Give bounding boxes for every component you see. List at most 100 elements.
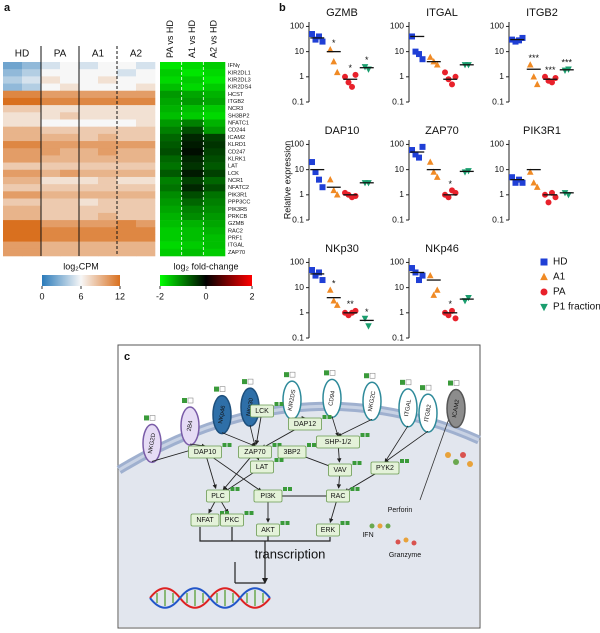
fold-cell (160, 112, 182, 120)
heatmap-cell (98, 69, 118, 77)
fold-cell (203, 184, 226, 192)
heatmap-cell (98, 97, 118, 106)
panel-letter: c (124, 351, 130, 363)
fold-cell (160, 191, 182, 199)
heatmap-cell (98, 76, 118, 84)
point (526, 61, 534, 68)
fold-cell (160, 62, 182, 70)
expression-icon (235, 487, 240, 491)
heatmap-cell (60, 169, 80, 178)
node (370, 461, 400, 475)
fold-cell (181, 133, 204, 142)
heatmap-cell (41, 169, 61, 178)
fold-cell (203, 241, 226, 250)
heatmap-cell (22, 133, 42, 142)
heatmap-cell (79, 148, 99, 156)
connector (331, 416, 339, 437)
heatmap-cell (98, 148, 118, 156)
y-tick-label: 1 (499, 189, 504, 199)
node-label: DAP12 (294, 421, 316, 428)
heatmap-cell (79, 198, 99, 207)
node (277, 445, 307, 459)
expression-icon (279, 458, 284, 462)
column-label: A2 vs HD (209, 19, 219, 58)
point (540, 288, 548, 296)
heatmap-cell (136, 191, 156, 199)
heatmap-cell (41, 227, 61, 235)
heatmap-cell (41, 69, 61, 77)
point (316, 269, 322, 276)
point (540, 272, 548, 281)
heatmap-cell (117, 184, 137, 192)
significance: * (365, 55, 369, 65)
heatmap-cell (79, 241, 99, 250)
heatmap-cell (136, 90, 156, 99)
fold-cell (203, 83, 226, 92)
expression-icon (280, 521, 285, 525)
point (552, 194, 559, 201)
expression-icon (274, 458, 279, 462)
node-label: PKC (225, 517, 239, 524)
connector (419, 409, 453, 501)
heatmap-cell (136, 155, 156, 163)
expression-icon (322, 415, 327, 419)
point (433, 286, 441, 293)
heatmap-cell (22, 169, 42, 178)
gene-label: IFNγ (228, 63, 240, 69)
gene-label: LCK (228, 171, 239, 177)
expression-icon (345, 521, 350, 525)
expression-icon (283, 487, 287, 491)
heatmap-cell (136, 133, 156, 142)
heatmap-cell (136, 227, 156, 235)
gene-label: KIR2DL3 (228, 77, 251, 83)
point (316, 176, 322, 183)
node (250, 460, 274, 474)
gene-label: ITGB2 (228, 99, 244, 105)
heatmap-cell (41, 241, 61, 250)
heatmap-cell (60, 141, 80, 149)
node-label: ZAP70 (244, 449, 266, 456)
plot-title: NKp30 (325, 243, 359, 255)
expression-icon (340, 521, 345, 525)
fold-cell (203, 105, 226, 113)
heatmap-cell (117, 162, 137, 171)
heatmap-cell (117, 97, 137, 106)
point (312, 272, 319, 279)
heatmap-cell (22, 162, 42, 171)
node-label: 3BP2 (283, 449, 300, 456)
point (426, 158, 434, 165)
heatmap-cell (41, 105, 61, 113)
heatmap-cell (117, 198, 137, 207)
fold-cell (181, 184, 204, 192)
node (190, 513, 220, 527)
point (430, 168, 438, 175)
heatmap-cell (79, 234, 99, 242)
fold-cell (160, 133, 182, 142)
expression-icon (182, 398, 187, 404)
heatmap-cell (60, 248, 80, 257)
colorbar (42, 275, 120, 286)
point (542, 73, 548, 80)
node (206, 489, 230, 503)
y-tick-label: 0.1 (292, 96, 304, 106)
secreted-dots (369, 452, 473, 546)
heatmap-cell (3, 234, 23, 242)
heatmap-cell (3, 69, 23, 77)
gene-label: SH3BP2 (228, 113, 249, 119)
heatmap-cell (22, 141, 42, 149)
point (452, 73, 459, 80)
point (319, 277, 326, 284)
receptor (418, 393, 438, 433)
node (328, 463, 352, 477)
fold-cell (160, 227, 182, 235)
heatmap-cell (60, 133, 80, 142)
point (416, 51, 422, 58)
heatmap-cell (3, 83, 23, 92)
point (512, 179, 519, 186)
heatmap-cell (3, 198, 23, 207)
gene-label: CD247 (228, 149, 245, 155)
expression-icon (448, 380, 453, 386)
heatmap-cell (79, 184, 99, 192)
colorbar-tick-label: 0 (203, 291, 208, 301)
node (326, 489, 350, 503)
